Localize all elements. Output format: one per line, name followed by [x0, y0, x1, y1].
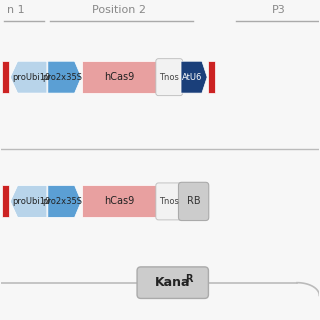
Text: Position 2: Position 2	[92, 5, 146, 15]
Bar	[2, 186, 9, 217]
Bar	[2, 61, 9, 93]
Text: n 1: n 1	[7, 5, 25, 15]
Text: P3: P3	[271, 5, 285, 15]
Text: Tnos: Tnos	[159, 197, 179, 206]
Text: R: R	[186, 274, 193, 284]
Polygon shape	[181, 61, 207, 93]
Text: proUbi10: proUbi10	[12, 73, 51, 82]
Text: proUbi10: proUbi10	[12, 197, 51, 206]
Text: pro2x35S: pro2x35S	[42, 197, 82, 206]
Text: hCas9: hCas9	[105, 72, 135, 82]
FancyBboxPatch shape	[156, 183, 183, 220]
Bar	[82, 61, 157, 93]
Bar	[208, 61, 215, 93]
Text: AtU6: AtU6	[182, 73, 202, 82]
Bar	[82, 186, 157, 217]
Text: pro2x35S: pro2x35S	[42, 73, 82, 82]
FancyBboxPatch shape	[179, 182, 209, 220]
Text: RB: RB	[187, 196, 200, 206]
Polygon shape	[48, 61, 81, 93]
Text: Kana: Kana	[155, 276, 190, 289]
Polygon shape	[10, 61, 47, 93]
Text: Tnos: Tnos	[159, 73, 179, 82]
FancyBboxPatch shape	[137, 267, 208, 299]
Polygon shape	[10, 186, 47, 217]
Polygon shape	[48, 186, 81, 217]
Text: hCas9: hCas9	[105, 196, 135, 206]
FancyBboxPatch shape	[156, 59, 183, 96]
